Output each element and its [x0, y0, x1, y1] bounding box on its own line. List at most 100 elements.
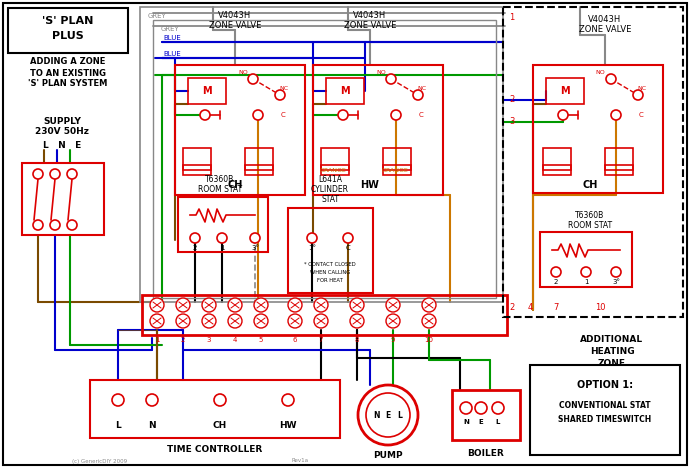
Bar [142, 295, 507, 335]
Circle shape [386, 74, 396, 84]
Text: OPTION 1:: OPTION 1: [577, 380, 633, 390]
Text: STAT: STAT [321, 196, 339, 205]
Text: ZONE VALVE: ZONE VALVE [344, 21, 396, 29]
Circle shape [112, 394, 124, 406]
Circle shape [460, 402, 472, 414]
Circle shape [50, 169, 60, 179]
Text: * CONTACT CLOSED: * CONTACT CLOSED [304, 263, 356, 268]
Text: 7: 7 [319, 337, 323, 343]
Text: FOR HEAT: FOR HEAT [317, 278, 343, 284]
Text: T6360B: T6360B [206, 176, 235, 184]
Text: 1°: 1° [308, 245, 316, 251]
Text: 2: 2 [509, 95, 515, 104]
Circle shape [33, 169, 43, 179]
Text: HW: HW [361, 180, 380, 190]
Bar [383, 148, 411, 170]
Text: 1: 1 [584, 279, 589, 285]
Circle shape [253, 110, 263, 120]
Circle shape [413, 90, 423, 100]
Text: PLUS: PLUS [52, 31, 84, 41]
Bar [288, 208, 373, 293]
Text: E: E [386, 410, 391, 419]
Circle shape [228, 314, 242, 328]
Circle shape [190, 233, 200, 243]
Text: 'S' PLAN SYSTEM: 'S' PLAN SYSTEM [28, 80, 108, 88]
Bar [605, 148, 633, 170]
Bar [540, 232, 632, 287]
Text: 2: 2 [193, 245, 197, 251]
Circle shape [307, 233, 317, 243]
Text: 1: 1 [219, 245, 224, 251]
Text: E: E [479, 419, 484, 425]
Circle shape [67, 220, 77, 230]
Text: CYLINDER: CYLINDER [311, 185, 349, 195]
Text: WHEN CALLING: WHEN CALLING [310, 271, 350, 276]
Text: GREY: GREY [148, 13, 167, 19]
Circle shape [606, 74, 616, 84]
Text: CONVENTIONAL STAT: CONVENTIONAL STAT [559, 401, 651, 410]
Circle shape [358, 385, 418, 445]
Text: TIME CONTROLLER: TIME CONTROLLER [168, 446, 263, 454]
Text: V4043H: V4043H [353, 12, 386, 21]
Circle shape [200, 110, 210, 120]
Circle shape [611, 267, 621, 277]
Text: NO: NO [595, 71, 605, 75]
Circle shape [386, 298, 400, 312]
Circle shape [314, 314, 328, 328]
Circle shape [254, 314, 268, 328]
Text: 'S' PLAN: 'S' PLAN [42, 16, 94, 26]
Text: CH: CH [213, 421, 227, 430]
Text: ZONE VALVE: ZONE VALVE [209, 21, 262, 29]
Text: 10: 10 [595, 304, 605, 313]
Text: 4: 4 [527, 304, 533, 313]
Circle shape [391, 110, 401, 120]
Text: N: N [148, 421, 156, 430]
Bar [175, 65, 305, 195]
Circle shape [282, 394, 294, 406]
Text: NC: NC [279, 86, 288, 90]
Bar [245, 165, 273, 175]
Circle shape [611, 110, 621, 120]
Text: TO AN EXISTING: TO AN EXISTING [30, 68, 106, 78]
Bar [543, 148, 571, 170]
Text: ROOM STAT: ROOM STAT [198, 185, 242, 195]
Circle shape [581, 267, 591, 277]
Circle shape [492, 402, 504, 414]
Circle shape [254, 298, 268, 312]
Text: NC: NC [417, 86, 426, 90]
Bar [313, 65, 443, 195]
Circle shape [202, 298, 216, 312]
Text: 3°: 3° [251, 245, 259, 251]
Text: 3: 3 [207, 337, 211, 343]
Circle shape [275, 90, 285, 100]
Text: SUPPLY: SUPPLY [43, 117, 81, 126]
Text: ROOM STAT: ROOM STAT [568, 220, 612, 229]
Text: (c) GenericDIY 2009: (c) GenericDIY 2009 [72, 459, 128, 463]
Text: 9: 9 [391, 337, 395, 343]
Text: BLUE: BLUE [163, 35, 181, 41]
Bar [183, 165, 211, 175]
Circle shape [558, 110, 568, 120]
Text: 2: 2 [554, 279, 558, 285]
Circle shape [50, 220, 60, 230]
Bar [321, 165, 349, 175]
Circle shape [176, 314, 190, 328]
Circle shape [150, 298, 164, 312]
Circle shape [217, 233, 227, 243]
Text: 7: 7 [553, 304, 559, 313]
Text: C: C [281, 112, 286, 118]
Circle shape [386, 314, 400, 328]
Circle shape [146, 394, 158, 406]
Text: 4: 4 [233, 337, 237, 343]
Circle shape [67, 169, 77, 179]
Circle shape [633, 90, 643, 100]
Circle shape [288, 298, 302, 312]
Bar [533, 65, 663, 193]
Bar [543, 165, 571, 175]
Bar [605, 165, 633, 175]
Text: ADDITIONAL: ADDITIONAL [580, 336, 644, 344]
Text: 8: 8 [355, 337, 359, 343]
Text: SHARED TIMESWITCH: SHARED TIMESWITCH [558, 416, 651, 424]
Text: 3: 3 [509, 117, 515, 126]
Text: V4043H: V4043H [218, 12, 252, 21]
